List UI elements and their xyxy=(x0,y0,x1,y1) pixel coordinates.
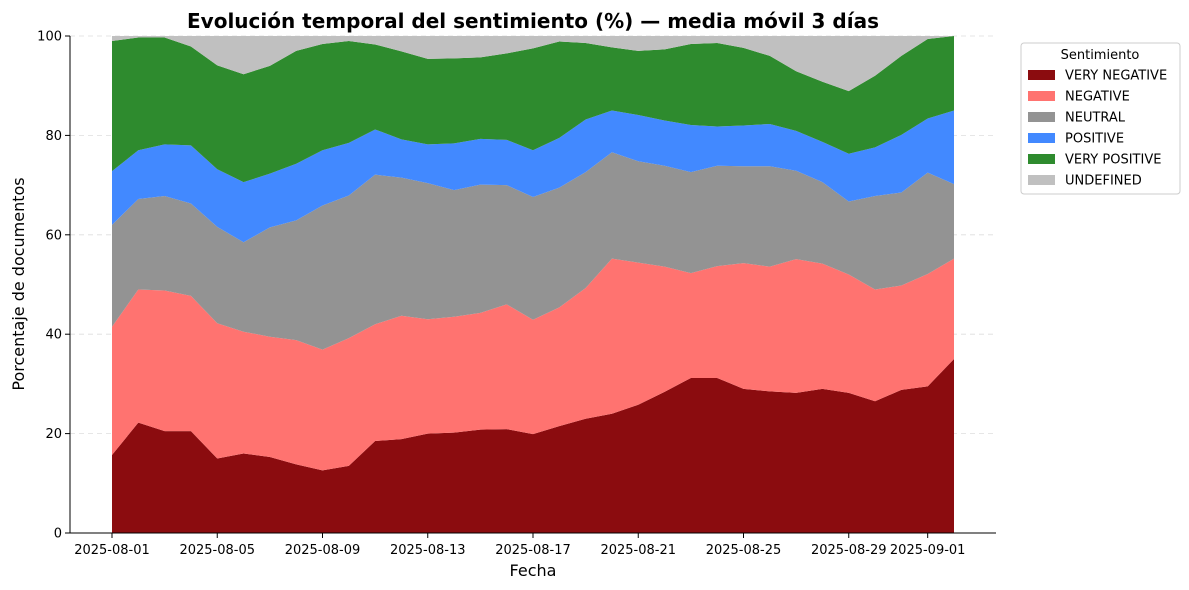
y-tick-label: 40 xyxy=(45,328,62,343)
legend-item-undefined: UNDEFINED xyxy=(1028,174,1142,189)
x-tick-label: 2025-08-21 xyxy=(600,543,676,558)
legend-item-positive: POSITIVE xyxy=(1028,132,1124,147)
legend-item-neutral: NEUTRAL xyxy=(1028,111,1126,126)
legend-swatch xyxy=(1028,175,1055,185)
area-very-negative xyxy=(112,359,954,533)
y-tick-label: 80 xyxy=(45,129,62,144)
legend-items: VERY NEGATIVE NEGATIVE NEUTRAL POSITIVE VERY… xyxy=(1028,69,1167,189)
area-very-positive xyxy=(112,36,954,183)
x-tick-label: 2025-08-29 xyxy=(811,543,887,558)
legend-label: NEUTRAL xyxy=(1065,111,1126,126)
y-tick-label: 0 xyxy=(54,527,62,542)
legend-swatch xyxy=(1028,133,1055,143)
legend-swatch xyxy=(1028,70,1055,80)
legend-label: VERY NEGATIVE xyxy=(1065,69,1167,84)
legend: Sentimiento VERY NEGATIVE NEGATIVE NEUTRAL… xyxy=(1020,42,1181,195)
legend-swatch xyxy=(1028,91,1055,101)
legend-item-negative: NEGATIVE xyxy=(1028,90,1130,105)
x-ticks: 2025-08-01 2025-08-05 2025-08-09 2025-08-13… xyxy=(74,533,965,558)
y-tick-label: 20 xyxy=(45,427,62,442)
chart-title: Evolución temporal del sentimiento (%) —… xyxy=(187,9,879,33)
y-axis-label: Porcentaje de documentos xyxy=(9,177,28,390)
legend-item-very-positive: VERY POSITIVE xyxy=(1028,153,1161,168)
x-tick-label: 2025-09-01 xyxy=(890,543,966,558)
x-axis-label: Fecha xyxy=(510,561,557,580)
area-negative xyxy=(112,258,954,471)
legend-title: Sentimiento xyxy=(1061,48,1140,63)
legend-frame xyxy=(1020,42,1181,195)
legend-swatch xyxy=(1028,154,1055,164)
legend-label: NEGATIVE xyxy=(1065,90,1130,105)
x-tick-label: 2025-08-01 xyxy=(74,543,150,558)
area-positive xyxy=(112,110,954,243)
legend-swatch xyxy=(1028,112,1055,122)
y-ticks: 0 20 40 60 80 100 xyxy=(37,30,70,542)
area-undefined xyxy=(112,36,954,92)
y-tick-label: 100 xyxy=(37,30,62,45)
y-tick-label: 60 xyxy=(45,228,62,243)
x-tick-label: 2025-08-25 xyxy=(706,543,782,558)
legend-label: POSITIVE xyxy=(1065,132,1124,147)
x-tick-label: 2025-08-05 xyxy=(179,543,255,558)
legend-label: UNDEFINED xyxy=(1065,174,1142,189)
x-tick-label: 2025-08-13 xyxy=(390,543,466,558)
x-tick-label: 2025-08-17 xyxy=(495,543,571,558)
x-tick-label: 2025-08-09 xyxy=(285,543,361,558)
legend-label: VERY POSITIVE xyxy=(1065,153,1161,168)
area-neutral xyxy=(112,152,954,350)
series-areas xyxy=(112,36,954,533)
legend-item-very-negative: VERY NEGATIVE xyxy=(1028,69,1167,84)
